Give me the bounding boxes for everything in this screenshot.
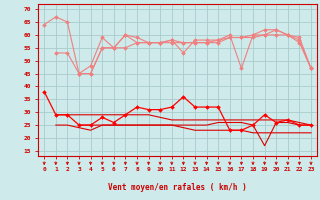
X-axis label: Vent moyen/en rafales ( km/h ): Vent moyen/en rafales ( km/h ) xyxy=(108,183,247,192)
